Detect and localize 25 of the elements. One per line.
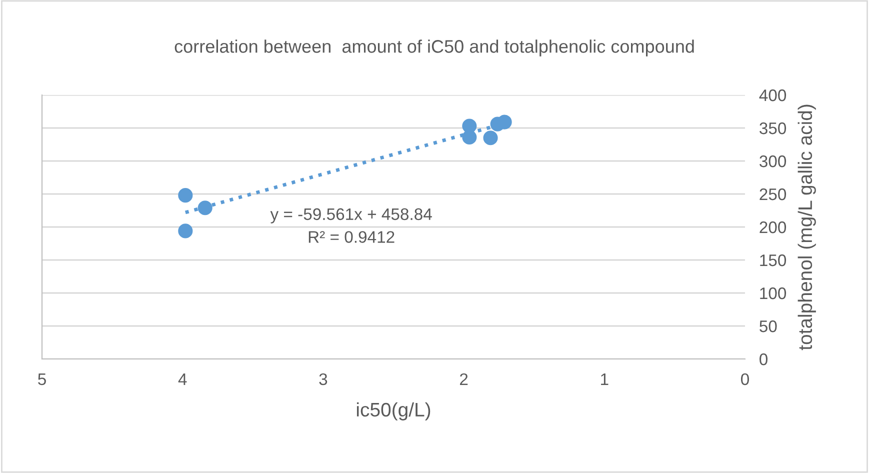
- point: [462, 130, 477, 145]
- chart-title: correlation between amount of iC50 and totalphenolic compound: [174, 40, 694, 56]
- point: [483, 130, 498, 146]
- x-tick-label: 3: [319, 373, 328, 386]
- x-tick-label: 5: [38, 374, 46, 386]
- x-axis-title: ic50(g/L): [356, 402, 430, 420]
- y-tick-label: 250: [760, 188, 786, 200]
- y-tick-label: 350: [760, 122, 786, 134]
- annotation: y = -59.561x + 458.84 R² = 0.9412: [270, 208, 432, 243]
- y-tick-label: 400: [759, 89, 786, 102]
- point: [178, 188, 193, 203]
- x-tick-label: 2: [460, 373, 468, 385]
- y-axis-title: totalphenol (mg/L gallic acid): [798, 104, 816, 350]
- y-tick-label: 0: [760, 353, 768, 366]
- y-tick-label: 150: [760, 254, 786, 266]
- point: [497, 114, 512, 130]
- x-tick-label: 0: [741, 373, 749, 386]
- y-tick-label: 50: [760, 320, 777, 332]
- point: [198, 200, 212, 216]
- point: [178, 224, 193, 238]
- x-tick-label: 1: [601, 374, 608, 385]
- y-tick-label: 300: [760, 155, 786, 168]
- y-tick-label: 200: [760, 221, 786, 234]
- y-tick-label: 100: [760, 287, 786, 300]
- x-tick-label: 4: [178, 374, 187, 385]
